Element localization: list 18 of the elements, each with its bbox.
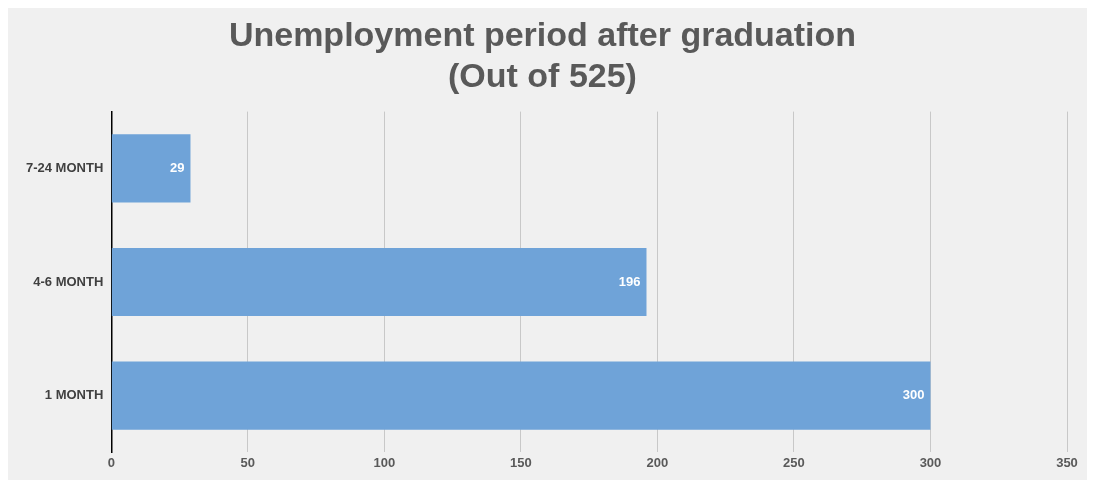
y-tick-label: 7-24 MONTH — [25, 159, 104, 175]
data-label: 300 — [902, 387, 925, 403]
y-tick-label: 4-6 MONTH — [33, 273, 104, 289]
data-label: 196 — [618, 273, 641, 289]
data-label: 29 — [170, 159, 185, 175]
x-tick-label: 200 — [646, 454, 669, 470]
x-tick-label: 300 — [919, 454, 942, 470]
chart-title: Unemployment period after graduation (Out of 525) — [228, 14, 857, 94]
bar — [111, 361, 931, 430]
x-tick-label: 50 — [240, 454, 256, 470]
x-tick-label: 250 — [783, 454, 805, 470]
bar — [111, 134, 191, 203]
bar — [111, 247, 647, 317]
x-tick-label: 0 — [107, 454, 115, 470]
x-tick-label: 150 — [510, 454, 532, 470]
x-tick-label: 350 — [1056, 454, 1078, 470]
y-tick-label: 1 MONTH — [44, 387, 104, 403]
x-tick-label: 100 — [373, 454, 396, 470]
